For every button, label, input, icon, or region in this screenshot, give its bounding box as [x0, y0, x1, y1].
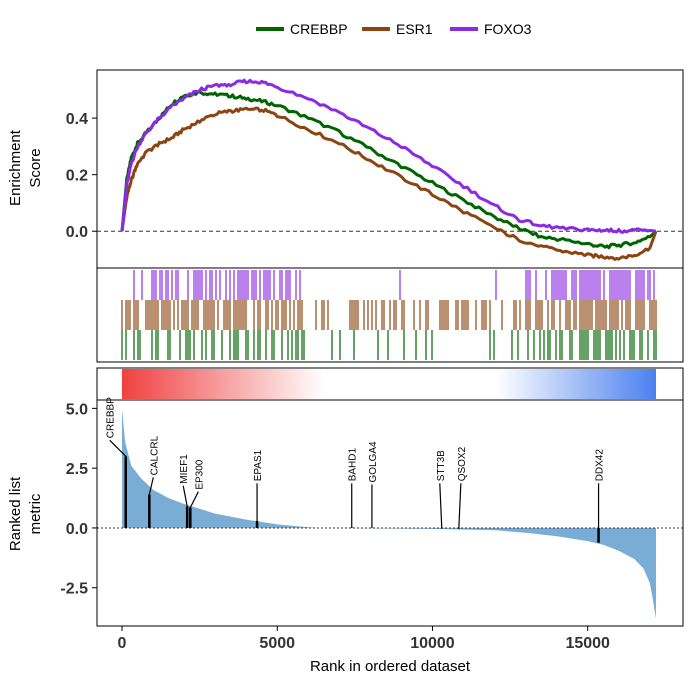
es-ylabel-line2: Score — [27, 148, 44, 187]
gene-label: CREBBP — [106, 397, 117, 438]
gene-label: GOLGA4 — [368, 441, 379, 483]
es-ytick-label: 0.4 — [66, 111, 88, 128]
es-line-foxo3 — [120, 78, 657, 234]
metric-panel: CREBBP CALCRL MIEF1 EP300 EPAS1 BAHD1 GOLGA4 ST… — [7, 397, 684, 627]
metric-ylabel-line1: Ranked list — [7, 476, 24, 551]
es-panel: 0.0 0.2 0.4 Enrichment Score — [7, 69, 684, 269]
gene-leader-line — [109, 439, 127, 457]
gene-leader-line — [439, 483, 443, 528]
legend-label-crebbp: CREBBP — [290, 21, 348, 37]
gene-label: EP300 — [194, 459, 205, 489]
gene-label: EPAS1 — [253, 449, 264, 481]
es-ytick-label: 0.2 — [66, 168, 88, 185]
gene-label: CALCRL — [149, 435, 160, 475]
es-panel-frame — [96, 69, 684, 269]
metric-ylabel-line2: metric — [27, 493, 44, 534]
es-ytick-label: 0.0 — [66, 224, 88, 241]
gene-leader-line — [148, 477, 154, 495]
metric-ytick-label: 0.0 — [66, 521, 88, 538]
metric-area — [122, 408, 656, 619]
hits-panel-frame — [96, 267, 684, 363]
metric-ytick-label: -2.5 — [60, 581, 88, 598]
rank-gradient-panel — [96, 367, 684, 401]
x-tick-label: 15000 — [565, 635, 610, 652]
gene-label: QSOX2 — [457, 446, 468, 481]
es-ylabel-line1: Enrichment — [7, 129, 24, 206]
gene-leader-line — [182, 485, 188, 507]
gene-label: STT3B — [436, 450, 447, 481]
legend: CREBBP ESR1 FOXO3 — [256, 21, 532, 37]
rank-gradient-bar — [122, 369, 656, 399]
metric-panel-frame — [96, 399, 684, 627]
gene-leader-line — [189, 491, 199, 508]
gene-label: DDX42 — [595, 449, 606, 482]
legend-label-foxo3: FOXO3 — [484, 21, 532, 37]
x-tick-label: 5000 — [259, 635, 295, 652]
x-tick-label: 0 — [118, 635, 127, 652]
x-axis-label: Rank in ordered dataset — [310, 658, 471, 675]
metric-ytick-label: 5.0 — [66, 401, 88, 418]
metric-ytick-label: 2.5 — [66, 461, 88, 478]
gene-label: BAHD1 — [348, 448, 359, 482]
gene-label: MIEF1 — [179, 454, 190, 484]
x-axis: 0 5000 10000 15000 Rank in ordered dataset — [118, 626, 610, 675]
x-tick-label: 10000 — [410, 635, 455, 652]
legend-label-esr1: ESR1 — [396, 21, 433, 37]
gene-leader-line — [458, 483, 462, 528]
hits-panel — [96, 267, 684, 363]
es-line-esr1 — [120, 106, 658, 261]
